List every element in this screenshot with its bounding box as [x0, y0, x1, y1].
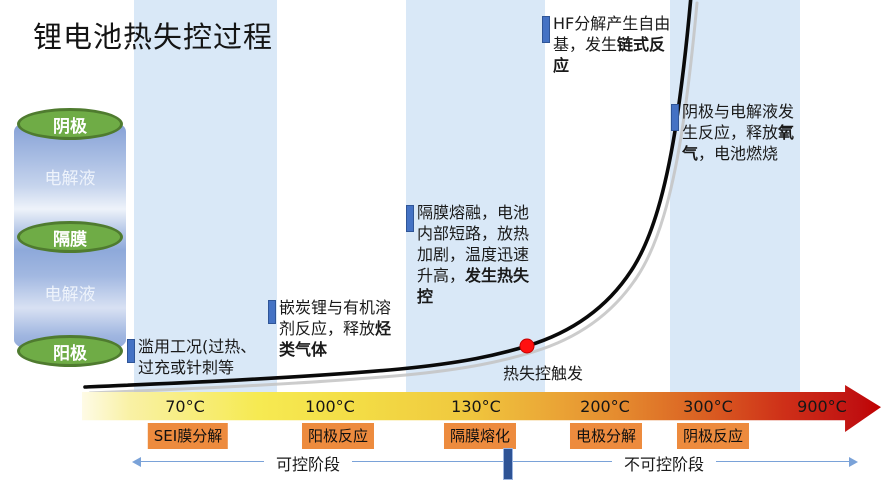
stage-band-1 [134, 0, 277, 392]
temp-70: 70°C [165, 397, 205, 416]
annotation-cathode-electrolyte-reaction: 阴极与电解液发生反应，释放氧气，电池燃烧 [682, 102, 795, 163]
temp-900: 900°C [797, 397, 847, 416]
trigger-label: 热失控触发 [503, 364, 584, 383]
stage-band-2 [406, 0, 545, 392]
cathode-label: 阴极 [53, 116, 87, 137]
page-title: 锂电池热失控过程 [33, 20, 274, 54]
stage-tag-anode-reaction: 阳极反应 [301, 423, 375, 449]
stage-tag-separator-melt: 隔膜熔化 [443, 423, 517, 449]
marker-bar-abuse [127, 339, 135, 363]
phase-range-line [140, 461, 852, 462]
phase-divider-bar [503, 448, 513, 480]
electrolyte-label-2: 电解液 [44, 285, 96, 305]
electrolyte-label-1: 电解液 [44, 169, 96, 189]
stage-tag-cathode-reaction: 阴极反应 [676, 423, 750, 449]
separator-cap: 隔膜 [17, 221, 123, 253]
arrow-left-icon [132, 457, 141, 467]
separator-label: 隔膜 [53, 229, 87, 250]
battery-diagram: 电解液 电解液 阴极 隔膜 阳极 [8, 106, 136, 372]
anode-cap: 阳极 [17, 335, 123, 367]
phase-label-controllable: 可控阶段 [263, 451, 353, 475]
trigger-point-dot [519, 338, 535, 354]
stage-tag-electrode-decomposition: 电极分解 [569, 423, 643, 449]
marker-bar-separator-melting [406, 205, 414, 232]
marker-bar-hf-decomposition [542, 16, 550, 43]
annotation-hf-decomposition: HF分解产生自由基，发生链式反应 [553, 14, 671, 75]
marker-bar-cathode-reaction [671, 104, 679, 131]
cathode-cap: 阴极 [17, 108, 123, 140]
phase-label-uncontrollable: 不可控阶段 [611, 451, 717, 475]
temp-200: 200°C [580, 397, 630, 416]
annotation-separator-melting: 隔膜熔融，电池内部短路，放热加剧，温度迅速升高，发生热失控 [417, 203, 530, 306]
temp-130: 130°C [451, 397, 501, 416]
anode-label: 阳极 [53, 343, 87, 364]
curve-shadow [88, 1, 699, 395]
arrow-right-icon [849, 457, 858, 467]
marker-bar-lithiated-carbon [268, 300, 276, 324]
temp-100: 100°C [305, 397, 355, 416]
annotation-abuse-condition: 滥用工况(过热、过充或针刺等 [138, 337, 257, 377]
stage-tag-sei: SEI膜分解 [147, 423, 229, 449]
annotation-lithiated-carbon-reaction: 嵌炭锂与有机溶剂反应，释放烃类气体 [279, 298, 392, 359]
temp-300: 300°C [683, 397, 733, 416]
